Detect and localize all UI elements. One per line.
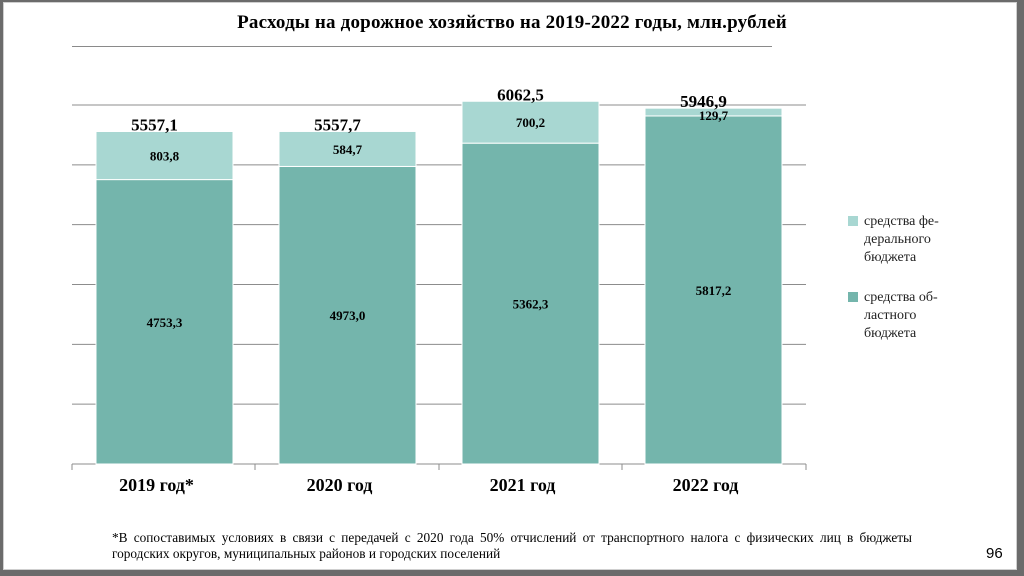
bar-federal xyxy=(278,130,417,167)
legend-label-regional: средства об- ластного бюджета xyxy=(864,290,938,341)
total-label: 5946,9 xyxy=(680,92,727,111)
total-label: 5557,7 xyxy=(314,115,361,134)
legend-item-regional: средства об- ластного бюджета xyxy=(848,288,988,342)
bar-federal xyxy=(644,107,783,117)
data-label-federal: 700,2 xyxy=(516,115,545,130)
bar-federal xyxy=(461,100,600,144)
legend-swatch-regional xyxy=(848,292,858,302)
total-label: 5557,1 xyxy=(131,116,178,135)
x-tick-label: 2019 год* xyxy=(119,475,194,495)
data-label-federal: 584,7 xyxy=(333,142,363,157)
data-label-regional: 5362,3 xyxy=(513,297,549,312)
legend-swatch-federal xyxy=(848,216,858,226)
legend: средства фе- дерального бюджета средства… xyxy=(848,212,988,364)
title-rule xyxy=(72,46,772,47)
data-label-federal: 803,8 xyxy=(150,149,180,164)
bar-regional xyxy=(95,179,234,465)
x-tick-label: 2022 год xyxy=(673,475,739,495)
bar-federal xyxy=(95,131,234,181)
legend-label-federal: средства фе- дерального бюджета xyxy=(864,214,939,265)
legend-item-federal: средства фе- дерального бюджета xyxy=(848,212,988,266)
bar-regional xyxy=(644,115,783,465)
data-label-regional: 4973,0 xyxy=(330,308,366,323)
bar-regional xyxy=(461,142,600,465)
chart-title: Расходы на дорожное хозяйство на 2019-20… xyxy=(237,12,787,33)
bar-regional xyxy=(278,165,417,465)
x-tick-label: 2021 год xyxy=(490,475,556,495)
data-label-regional: 4753,3 xyxy=(147,315,183,330)
total-label: 6062,5 xyxy=(497,85,544,104)
data-label-regional: 5817,2 xyxy=(696,283,732,298)
x-tick-label: 2020 год xyxy=(307,475,373,495)
footnote: *В сопоставимых условиях в связи с перед… xyxy=(112,530,912,561)
page-number: 96 xyxy=(986,545,1003,562)
slide-edge xyxy=(0,0,4,576)
data-label-federal: 129,7 xyxy=(699,108,729,123)
